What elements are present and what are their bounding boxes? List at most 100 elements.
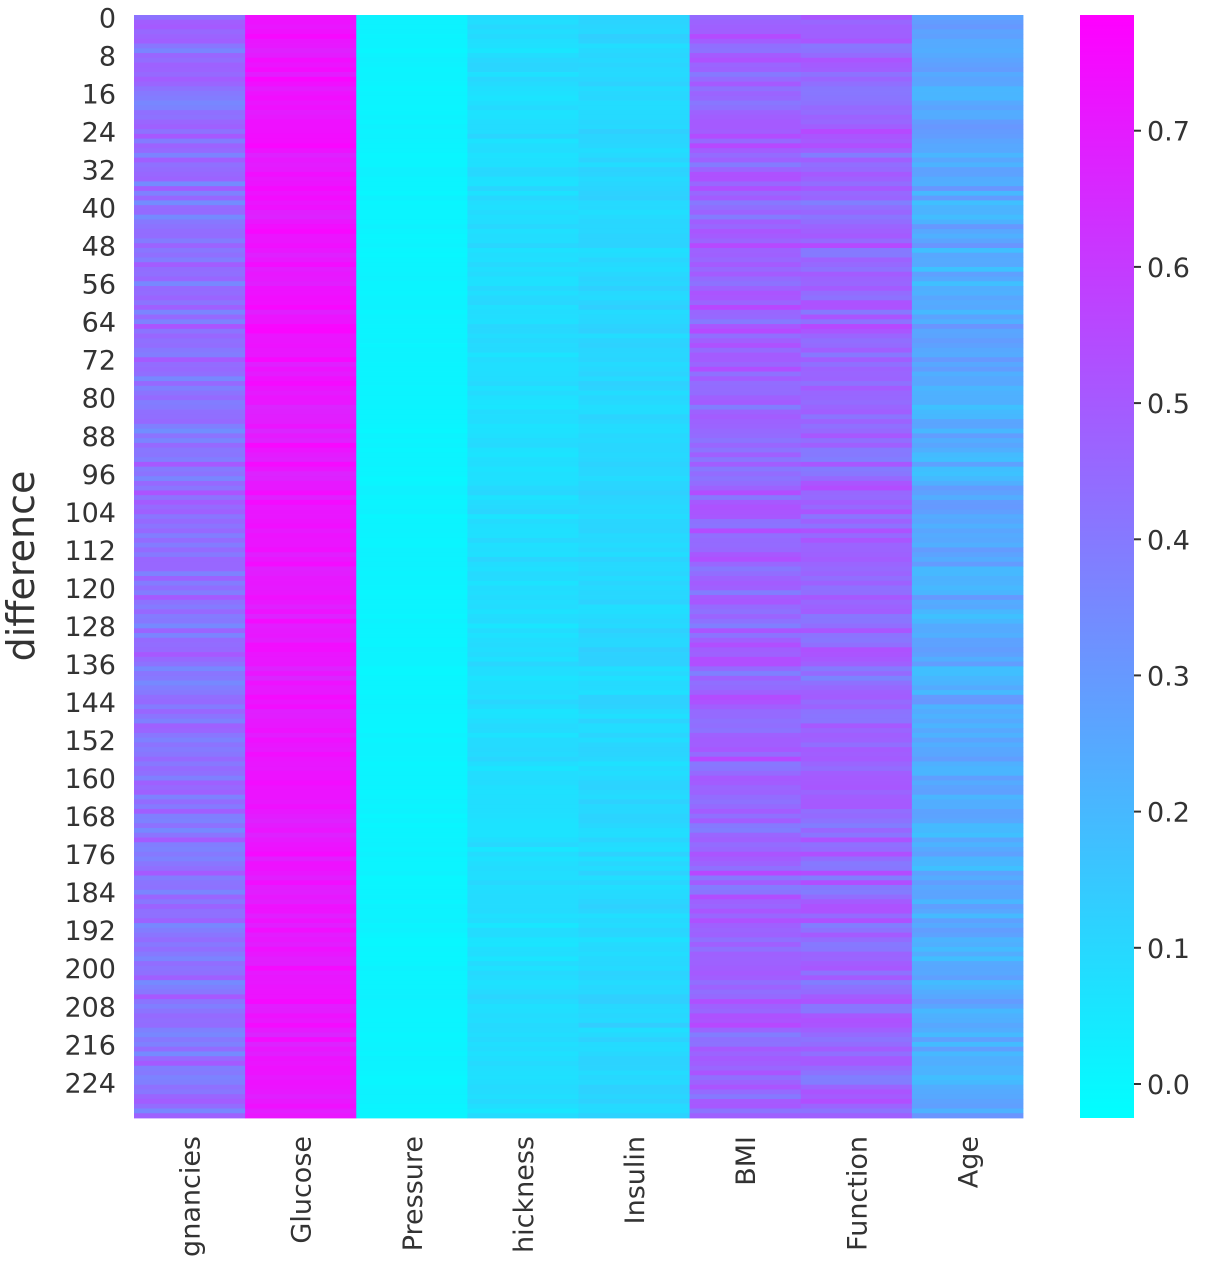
heatmap-cell (689, 856, 802, 862)
heatmap-cell (911, 176, 1024, 182)
heatmap-cell (467, 989, 579, 995)
heatmap-cell (245, 1051, 357, 1057)
heatmap-cell (134, 1046, 246, 1052)
y-tick-label: 32 (82, 156, 116, 187)
heatmap-cell (467, 404, 579, 410)
heatmap-cell (911, 628, 1024, 634)
heatmap-cell (578, 732, 691, 739)
heatmap-cell (467, 62, 579, 68)
heatmap-cell (689, 956, 802, 962)
heatmap-cell (134, 970, 246, 976)
heatmap-cell (800, 590, 913, 596)
heatmap-cell (800, 918, 913, 924)
heatmap-cell (800, 1027, 913, 1033)
heatmap-cell (467, 171, 579, 178)
heatmap-cell (800, 290, 913, 296)
heatmap-cell (356, 366, 468, 372)
heatmap-cell (356, 1013, 468, 1019)
heatmap-cell (467, 937, 579, 943)
heatmap-cell (134, 15, 246, 21)
heatmap-cell (911, 647, 1024, 653)
heatmap-cell (467, 385, 579, 391)
heatmap-cell (356, 414, 468, 420)
heatmap-cell (911, 395, 1024, 401)
heatmap-cell (578, 766, 691, 772)
heatmap-cell (689, 961, 802, 967)
heatmap-cell (134, 742, 246, 748)
heatmap-cell (134, 547, 246, 553)
heatmap-cell (356, 100, 468, 106)
heatmap-cell (467, 238, 579, 244)
heatmap-cell (467, 190, 579, 197)
heatmap-cell (578, 528, 691, 534)
heatmap-cell (356, 894, 468, 900)
heatmap-cell (578, 823, 691, 829)
heatmap-cell (245, 1018, 357, 1024)
heatmap-cell (578, 181, 691, 187)
heatmap-cell (134, 300, 246, 306)
heatmap-cell (689, 937, 802, 943)
heatmap-cell (467, 224, 579, 230)
heatmap-cell (134, 271, 246, 277)
heatmap-cell (800, 114, 913, 120)
heatmap-cell (800, 732, 913, 739)
heatmap-cell (800, 171, 913, 178)
heatmap-cell (467, 690, 579, 696)
heatmap-cell (800, 504, 913, 510)
heatmap-cell (911, 766, 1024, 772)
heatmap-cell (689, 81, 802, 87)
heatmap-cell (245, 499, 357, 506)
heatmap-cell (245, 633, 357, 639)
heatmap-cell (356, 813, 468, 819)
y-tick-label: 64 (82, 308, 116, 339)
heatmap-cell (356, 599, 468, 605)
heatmap-cell (134, 228, 246, 235)
heatmap-cell (134, 918, 246, 924)
heatmap-cell (578, 205, 691, 211)
heatmap-cell (134, 847, 246, 853)
heatmap-cell (689, 447, 802, 453)
heatmap-cell (245, 671, 357, 677)
heatmap-cell (800, 176, 913, 182)
heatmap-cell (689, 390, 802, 396)
heatmap-cell (578, 742, 691, 748)
heatmap-cell (578, 709, 691, 715)
heatmap-cell (467, 875, 579, 881)
heatmap-cell (689, 266, 802, 273)
heatmap-cell (578, 381, 691, 387)
heatmap-cell (911, 238, 1024, 244)
heatmap-cell (467, 975, 579, 981)
heatmap-cell (911, 209, 1024, 216)
heatmap-cell (911, 186, 1024, 192)
heatmap-cell (467, 994, 579, 1000)
heatmap-cell (467, 804, 579, 810)
heatmap-cell (911, 899, 1024, 905)
heatmap-cell (356, 628, 468, 634)
heatmap-cell (911, 566, 1024, 572)
heatmap-cell (578, 176, 691, 182)
heatmap-cell (689, 542, 802, 548)
heatmap-cell (800, 1089, 913, 1095)
heatmap-cell (245, 585, 357, 591)
heatmap-cell (467, 599, 579, 605)
heatmap-cell (800, 110, 913, 116)
heatmap-cell (467, 352, 579, 358)
heatmap-cell (578, 133, 691, 140)
heatmap-cell (689, 837, 802, 843)
heatmap-cell (689, 918, 802, 924)
heatmap-cell (356, 1108, 468, 1114)
heatmap-cell (578, 252, 691, 258)
heatmap-cell (356, 295, 468, 301)
heatmap-cell (689, 471, 802, 477)
heatmap-cell (245, 946, 357, 952)
heatmap-cell (689, 770, 802, 777)
heatmap-cell (911, 433, 1024, 439)
heatmap-cell (356, 1070, 468, 1076)
heatmap-cell (911, 637, 1024, 643)
heatmap-cell (134, 675, 246, 681)
heatmap-cell (245, 271, 357, 277)
heatmap-cell (467, 24, 579, 30)
heatmap-cell (689, 95, 802, 101)
heatmap-cell (467, 609, 579, 615)
heatmap-cell (356, 685, 468, 691)
